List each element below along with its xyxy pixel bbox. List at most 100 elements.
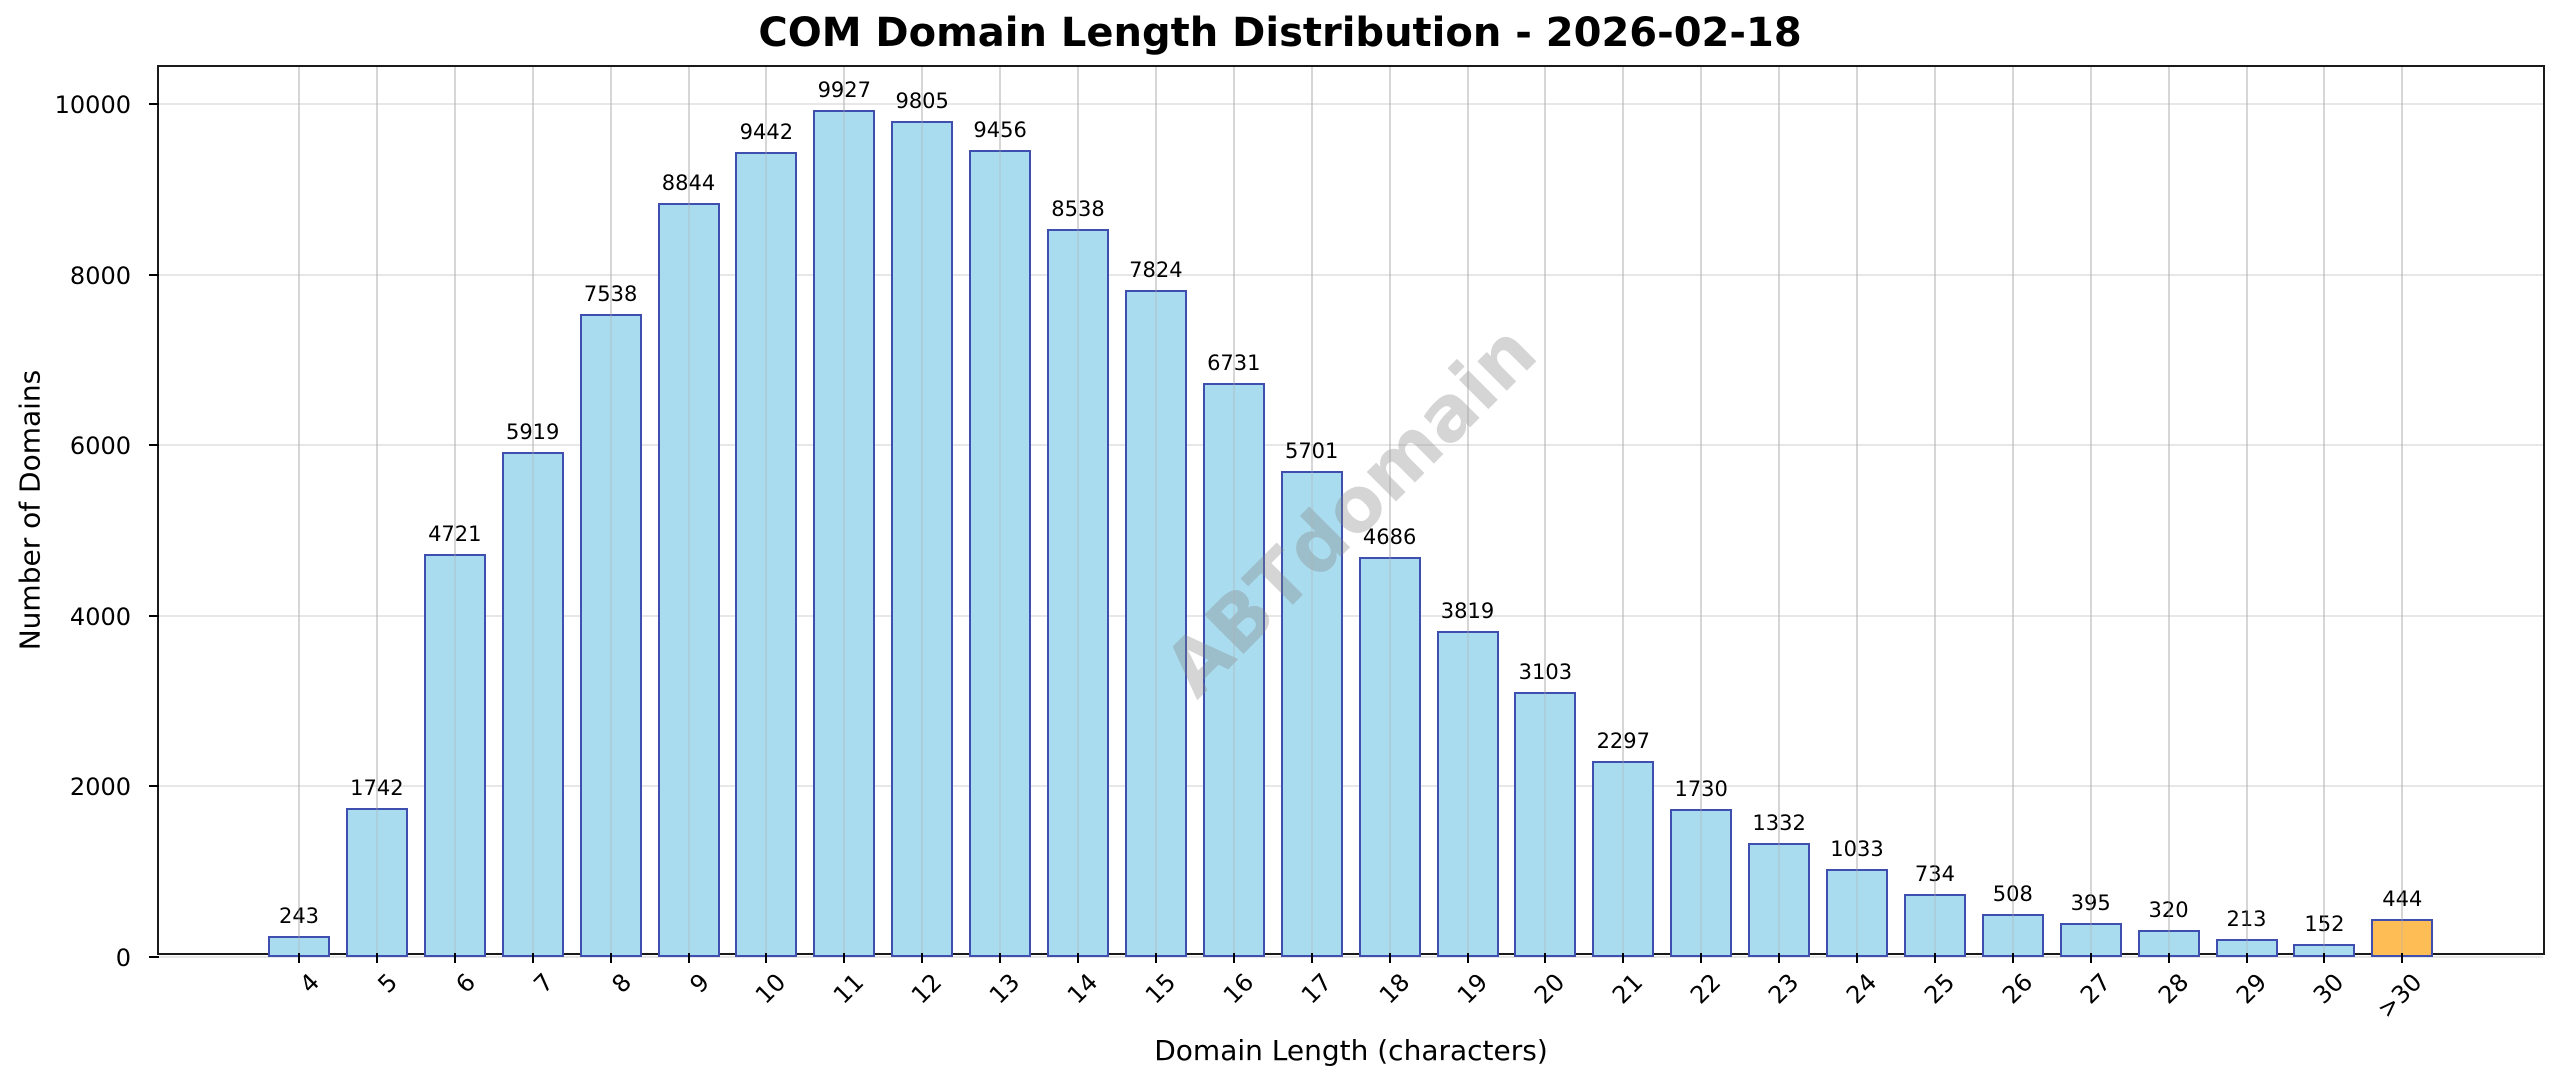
x-tick-label: 11 [828, 968, 870, 1010]
x-axis-label: Domain Length (characters) [1154, 1034, 1548, 1067]
grid-line-vertical [1466, 67, 1469, 953]
grid-line-horizontal [159, 614, 2543, 617]
bar-value-label: 9805 [895, 88, 949, 113]
y-tick: 0 [116, 944, 159, 972]
bar-value-label: 213 [2226, 906, 2267, 931]
bar-15 [1124, 289, 1187, 957]
grid-line-vertical [2401, 67, 2404, 953]
x-tick [2089, 953, 2092, 963]
grid-line-vertical [298, 67, 300, 953]
grid-line-vertical [765, 67, 768, 953]
grid-line-vertical [2011, 67, 2014, 953]
grid-line-vertical [298, 67, 300, 953]
bar-value-label: 9927 [817, 78, 872, 103]
grid-line-vertical [2245, 67, 2248, 953]
x-tick [1388, 953, 1391, 963]
grid-line-vertical [1622, 67, 1625, 953]
grid-line-horizontal [159, 103, 2543, 105]
grid-line-vertical [2323, 67, 2326, 953]
bar-14 [1047, 228, 1109, 957]
grid-line-vertical [1856, 67, 1858, 953]
grid-line-vertical [2245, 67, 2248, 953]
bar-value-label: 1033 [1830, 836, 1884, 861]
bar-value-label: 3819 [1440, 599, 1495, 624]
x-tick-label: 19 [1451, 968, 1493, 1010]
y-tick-label: 8000 [69, 261, 131, 290]
x-tick [375, 953, 378, 963]
x-tick-label: 14 [1061, 968, 1104, 1010]
grid-line-vertical [1310, 67, 1313, 953]
y-tick-label: 6000 [69, 432, 131, 461]
grid-line-vertical [375, 67, 378, 953]
grid-line-vertical [2323, 67, 2326, 953]
bar-value-label: 320 [2148, 897, 2189, 922]
x-tick [1544, 953, 1547, 963]
bar-21 [1592, 761, 1655, 957]
y-tick: 10000 [55, 91, 159, 119]
x-tick-label: 18 [1373, 968, 1415, 1010]
bar-value-label: 9442 [739, 119, 794, 144]
grid-line-vertical [1388, 67, 1391, 953]
x-tick-label: 6 [450, 968, 481, 999]
grid-line-vertical [1388, 67, 1391, 953]
bar-value-label: 7538 [583, 282, 638, 306]
bar-value-label: 152 [2304, 912, 2345, 937]
grid-line-vertical [1232, 67, 1235, 953]
x-tick [298, 953, 300, 963]
x-tick [1778, 953, 1781, 963]
x-tick [1466, 953, 1469, 963]
x-tick [1933, 953, 1936, 963]
x-tick-label: 10 [750, 968, 792, 1010]
plot-area: 0 2000 4000 6000 8000 10000 243 1742 4721 5919 753… [55, 65, 2545, 972]
grid-line-vertical [687, 67, 690, 953]
grid-line-vertical [1778, 67, 1781, 953]
bar-16 [1202, 382, 1265, 957]
bar-value-label: 4721 [428, 522, 482, 547]
bar-value-label: 1742 [350, 776, 404, 801]
x-tick-label: 12 [906, 968, 948, 1010]
bar-7 [501, 452, 564, 957]
x-tick [765, 953, 768, 963]
bar-6 [423, 554, 486, 957]
x-tick-label: 24 [1840, 968, 1883, 1010]
x-tick-label: 23 [1763, 968, 1805, 1010]
x-tick-label: 9 [683, 968, 715, 999]
grid-line-vertical [453, 67, 456, 953]
x-tick [531, 953, 534, 963]
x-tick-label: 21 [1607, 968, 1649, 1010]
chart-title: COM Domain Length Distribution - 2026-02… [758, 10, 1802, 56]
y-tick: 6000 [70, 432, 159, 460]
y-tick: 4000 [70, 603, 159, 631]
x-tick [999, 953, 1002, 963]
grid-line-vertical [1077, 67, 1079, 953]
x-tick [1077, 953, 1079, 963]
grid-line-vertical [609, 67, 612, 953]
grid-line-vertical [1622, 67, 1625, 953]
bar-10 [735, 151, 798, 957]
bar-value-label: 6731 [1207, 350, 1261, 375]
grid-line-vertical [2167, 67, 2170, 953]
grid-line-vertical [921, 67, 924, 953]
x-tick [1310, 953, 1313, 963]
bar-value-label: 8538 [1051, 196, 1105, 221]
bar-value-label: 8844 [661, 170, 716, 195]
bar-9 [657, 202, 720, 957]
grid-line-vertical [1544, 67, 1547, 953]
grid-line-vertical [453, 67, 456, 953]
x-tick-label: 13 [984, 968, 1026, 1010]
x-tick [1856, 953, 1858, 963]
grid-line-horizontal [159, 273, 2543, 276]
bar-23 [1748, 843, 1811, 957]
grid-line-vertical [1933, 67, 1936, 953]
y-tick-label: 2000 [69, 773, 131, 802]
bar-value-label: 5701 [1284, 438, 1339, 463]
x-tick-label: 8 [606, 968, 637, 999]
bar-value-label: 2297 [1596, 729, 1651, 754]
grid-line-vertical [999, 67, 1002, 953]
x-tick-label: 28 [2152, 968, 2194, 1010]
x-tick-label: 7 [528, 968, 559, 999]
grid-line-horizontal [159, 956, 2543, 958]
grid-line-vertical [1154, 67, 1157, 953]
grid-line-vertical [1544, 67, 1547, 953]
bar-value-label: 243 [278, 904, 320, 929]
